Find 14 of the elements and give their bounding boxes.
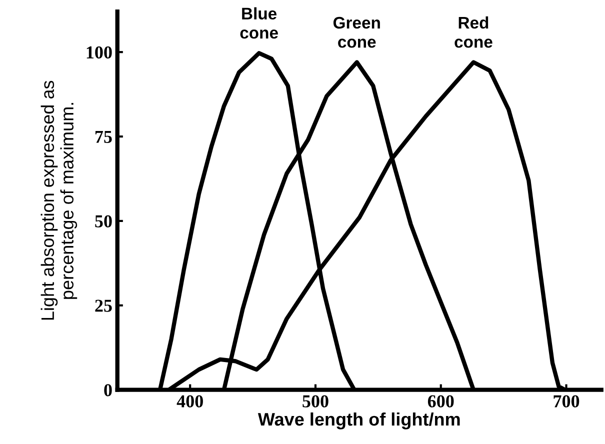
x-tick-label: 600 (428, 395, 454, 408)
y-tick-label: 75 (95, 130, 112, 143)
x-tick-label: 500 (302, 395, 328, 408)
x-tick-label: 400 (176, 395, 203, 408)
y-tick-label: 100 (86, 46, 112, 59)
series-label: Red cone (454, 16, 492, 48)
y-axis-title: Light absorption expressed as percentage of maximum. (40, 80, 78, 320)
series-label: Blue cone (240, 7, 278, 39)
series-label: Green cone (333, 16, 380, 48)
y-tick-label: 25 (95, 300, 112, 312)
y-tick-label: 0 (104, 384, 112, 396)
x-tick-label: 700 (554, 395, 580, 408)
x-axis-title: Wave length of light/nm (258, 412, 460, 430)
y-tick-label: 50 (95, 215, 112, 228)
